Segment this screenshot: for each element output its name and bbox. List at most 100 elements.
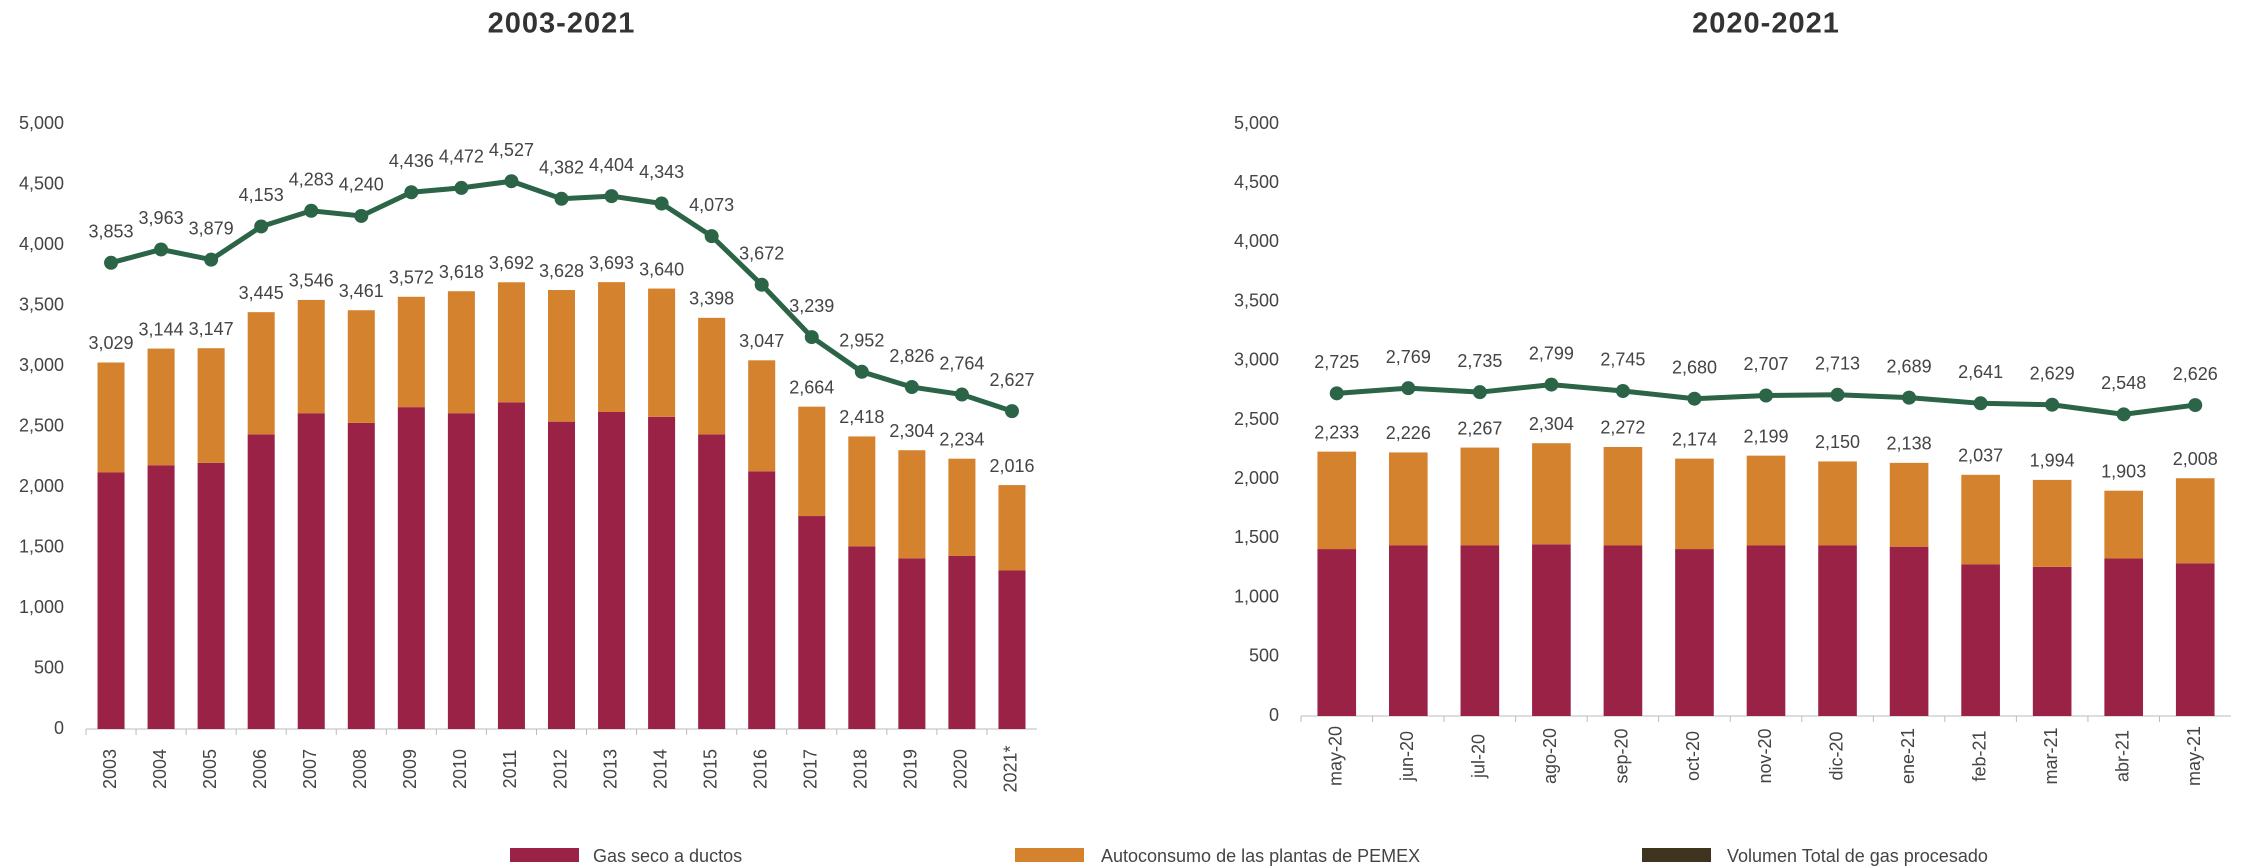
total-label: 2,226 xyxy=(1386,423,1431,443)
bar-segment xyxy=(848,546,875,729)
x-tick-label: 2020 xyxy=(951,749,971,789)
x-tick-label: 2005 xyxy=(200,749,220,789)
total-label: 2,664 xyxy=(789,377,834,397)
x-tick-label: abr-21 xyxy=(2112,730,2132,782)
line-marker xyxy=(2117,407,2131,421)
total-label: 3,546 xyxy=(289,271,334,291)
bar-segment xyxy=(398,407,425,729)
line-marker xyxy=(955,388,969,402)
x-tick-label: mar-21 xyxy=(2041,727,2061,784)
line-label: 2,548 xyxy=(2101,373,2146,393)
bar-segment xyxy=(798,516,825,729)
bar-segment xyxy=(98,362,125,472)
line-label: 2,707 xyxy=(1743,354,1788,374)
bar-segment xyxy=(1461,546,1500,716)
bar-segment xyxy=(948,556,975,729)
bar-segment xyxy=(1961,475,2000,565)
x-tick-label: 2010 xyxy=(450,749,470,789)
bar-segment xyxy=(998,485,1025,570)
x-tick-label: 2015 xyxy=(700,749,720,789)
x-tick-label: may-20 xyxy=(1326,726,1346,786)
legend-swatch xyxy=(1015,848,1084,862)
x-tick-label: 2008 xyxy=(350,749,370,789)
total-label: 2,272 xyxy=(1600,418,1645,438)
bar-segment xyxy=(598,282,625,412)
total-label: 2,008 xyxy=(2173,449,2218,469)
bar-segment xyxy=(898,450,925,558)
bar-segment xyxy=(298,413,325,729)
line-marker xyxy=(2188,398,2202,412)
x-tick-label: 2019 xyxy=(901,749,921,789)
line-label: 3,963 xyxy=(139,208,184,228)
total-label: 3,029 xyxy=(89,333,134,353)
y-tick-label: 1,500 xyxy=(19,536,64,556)
line-marker xyxy=(1330,386,1344,400)
x-tick-label: dic-20 xyxy=(1826,731,1846,780)
y-tick-label: 3,000 xyxy=(19,355,64,375)
line-marker xyxy=(304,204,318,218)
x-tick-label: may-21 xyxy=(2184,726,2204,786)
line-marker xyxy=(805,330,819,344)
bar-segment xyxy=(148,465,175,729)
line-label: 4,153 xyxy=(239,185,284,205)
total-label: 3,461 xyxy=(339,281,384,301)
line-marker xyxy=(1902,391,1916,405)
total-label: 2,037 xyxy=(1958,446,2003,466)
line-marker xyxy=(404,185,418,199)
bar-segment xyxy=(248,434,275,729)
y-tick-label: 4,500 xyxy=(1234,172,1279,192)
total-label: 2,150 xyxy=(1815,432,1860,452)
total-label: 3,572 xyxy=(389,268,434,288)
line-label: 2,826 xyxy=(889,346,934,366)
line-marker xyxy=(705,229,719,243)
bar-segment xyxy=(198,463,225,729)
line-label: 4,343 xyxy=(639,162,684,182)
bar-segment xyxy=(898,558,925,729)
y-tick-label: 3,500 xyxy=(19,294,64,314)
line-label: 4,283 xyxy=(289,170,334,190)
y-tick-label: 2,500 xyxy=(1234,409,1279,429)
total-label: 3,692 xyxy=(489,253,534,273)
bar-segment xyxy=(2176,478,2215,563)
total-label: 3,398 xyxy=(689,289,734,309)
y-tick-label: 2,000 xyxy=(19,476,64,496)
line-marker xyxy=(1687,392,1701,406)
bar-segment xyxy=(698,434,725,729)
bar-segment xyxy=(798,407,825,516)
y-tick-label: 4,000 xyxy=(19,234,64,254)
x-tick-label: 2004 xyxy=(150,749,170,789)
total-label: 2,304 xyxy=(1529,414,1574,434)
total-label: 3,147 xyxy=(189,319,234,339)
x-tick-label: 2014 xyxy=(650,749,670,789)
line-label: 4,073 xyxy=(689,195,734,215)
x-tick-label: 2012 xyxy=(550,749,570,789)
bar-segment xyxy=(598,412,625,729)
bar-segment xyxy=(648,289,675,417)
line-label: 3,853 xyxy=(89,222,134,242)
total-label: 3,144 xyxy=(139,319,184,339)
bar-segment xyxy=(748,471,775,729)
x-tick-label: 2016 xyxy=(750,749,770,789)
line-label: 2,799 xyxy=(1529,343,1574,363)
line-label: 2,764 xyxy=(939,353,984,373)
y-tick-label: 5,000 xyxy=(19,113,64,133)
total-label: 2,418 xyxy=(839,407,884,427)
line-marker xyxy=(605,189,619,203)
bar-segment xyxy=(348,423,375,729)
line-marker xyxy=(1473,385,1487,399)
line-marker xyxy=(1544,378,1558,392)
line-marker xyxy=(254,219,268,233)
line-marker xyxy=(1616,384,1630,398)
bar-segment xyxy=(1532,443,1571,544)
line-label: 2,626 xyxy=(2173,364,2218,384)
x-tick-label: 2011 xyxy=(500,750,520,789)
bar-segment xyxy=(1317,549,1356,716)
total-label: 3,618 xyxy=(439,262,484,282)
bar-segment xyxy=(1675,549,1714,716)
bar-segment xyxy=(2176,563,2215,716)
bar-segment xyxy=(648,417,675,729)
x-tick-label: jun-20 xyxy=(1397,731,1417,782)
bar-segment xyxy=(998,570,1025,729)
line-label: 2,952 xyxy=(839,331,884,351)
x-tick-label: 2009 xyxy=(400,749,420,789)
